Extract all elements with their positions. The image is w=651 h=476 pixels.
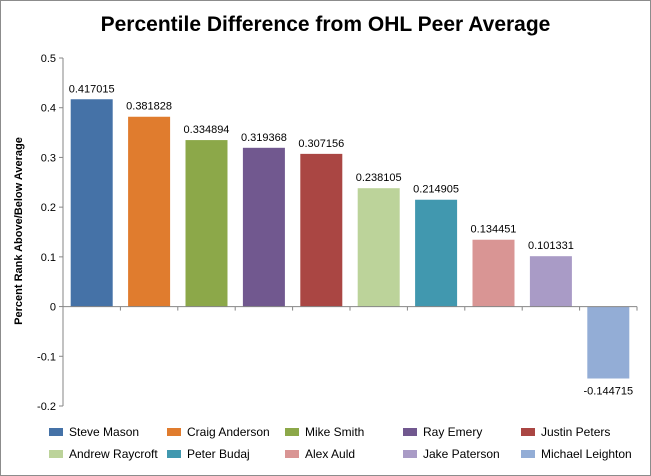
y-tick-label: 0.4 <box>41 103 56 115</box>
legend-label: Peter Budaj <box>187 447 250 461</box>
legend-swatch <box>49 450 63 458</box>
y-tick-label: 0.1 <box>41 252 56 264</box>
data-label: -0.144715 <box>584 386 634 398</box>
bar <box>529 256 572 307</box>
legend-item: Mike Smith <box>285 425 403 439</box>
legend-swatch <box>49 428 63 436</box>
data-label: 0.319368 <box>241 132 287 144</box>
legend-label: Michael Leighton <box>541 447 632 461</box>
y-tick-label: 0 <box>50 302 56 314</box>
bar <box>128 116 171 307</box>
data-label: 0.101331 <box>528 240 574 252</box>
legend-swatch <box>167 450 181 458</box>
legend-label: Mike Smith <box>305 425 365 439</box>
bar <box>472 239 515 307</box>
data-label: 0.214905 <box>413 184 459 196</box>
y-tick-label: 0.5 <box>41 53 56 65</box>
bar <box>357 188 400 307</box>
legend-swatch <box>167 428 181 436</box>
legend-item: Jake Paterson <box>403 447 521 461</box>
legend-swatch <box>403 428 417 436</box>
legend-item: Steve Mason <box>49 425 167 439</box>
legend-item: Andrew Raycroft <box>49 447 167 461</box>
bar <box>587 306 630 379</box>
legend-label: Steve Mason <box>69 425 140 439</box>
bar <box>242 147 285 307</box>
legend-item: Ray Emery <box>403 425 521 439</box>
legend-label: Craig Anderson <box>187 425 270 439</box>
legend-swatch <box>403 450 417 458</box>
data-label: 0.307156 <box>298 138 344 150</box>
legend-item: Craig Anderson <box>167 425 285 439</box>
legend-label: Alex Auld <box>305 447 356 461</box>
data-label: 0.134451 <box>471 224 517 236</box>
legend-item: Michael Leighton <box>521 447 639 461</box>
legend-label: Andrew Raycroft <box>69 447 158 461</box>
legend-label: Ray Emery <box>423 425 483 439</box>
bar <box>300 153 343 307</box>
legend-swatch <box>285 428 299 436</box>
data-label: 0.238105 <box>356 172 402 184</box>
bar <box>185 140 228 307</box>
bar <box>70 99 113 307</box>
legend-swatch <box>521 450 535 458</box>
legend-item: Alex Auld <box>285 447 403 461</box>
legend-item: Peter Budaj <box>167 447 285 461</box>
legend-swatch <box>285 450 299 458</box>
legend-swatch <box>521 428 535 436</box>
data-label: 0.417015 <box>69 83 115 95</box>
bar <box>415 199 458 307</box>
legend-label: Justin Peters <box>541 425 611 439</box>
y-tick-label: 0.3 <box>41 152 56 164</box>
y-tick-label: 0.2 <box>41 202 56 214</box>
chart-title: Percentile Difference from OHL Peer Aver… <box>100 13 551 36</box>
data-label: 0.381828 <box>126 101 172 113</box>
legend-label: Jake Paterson <box>423 447 500 461</box>
y-tick-label: -0.1 <box>37 351 56 363</box>
legend-item: Justin Peters <box>521 425 639 439</box>
y-tick-label: -0.2 <box>37 401 56 413</box>
legend: Steve Mason Craig Anderson Mike Smith Ray E… <box>49 425 639 461</box>
data-label: 0.334894 <box>184 124 230 136</box>
